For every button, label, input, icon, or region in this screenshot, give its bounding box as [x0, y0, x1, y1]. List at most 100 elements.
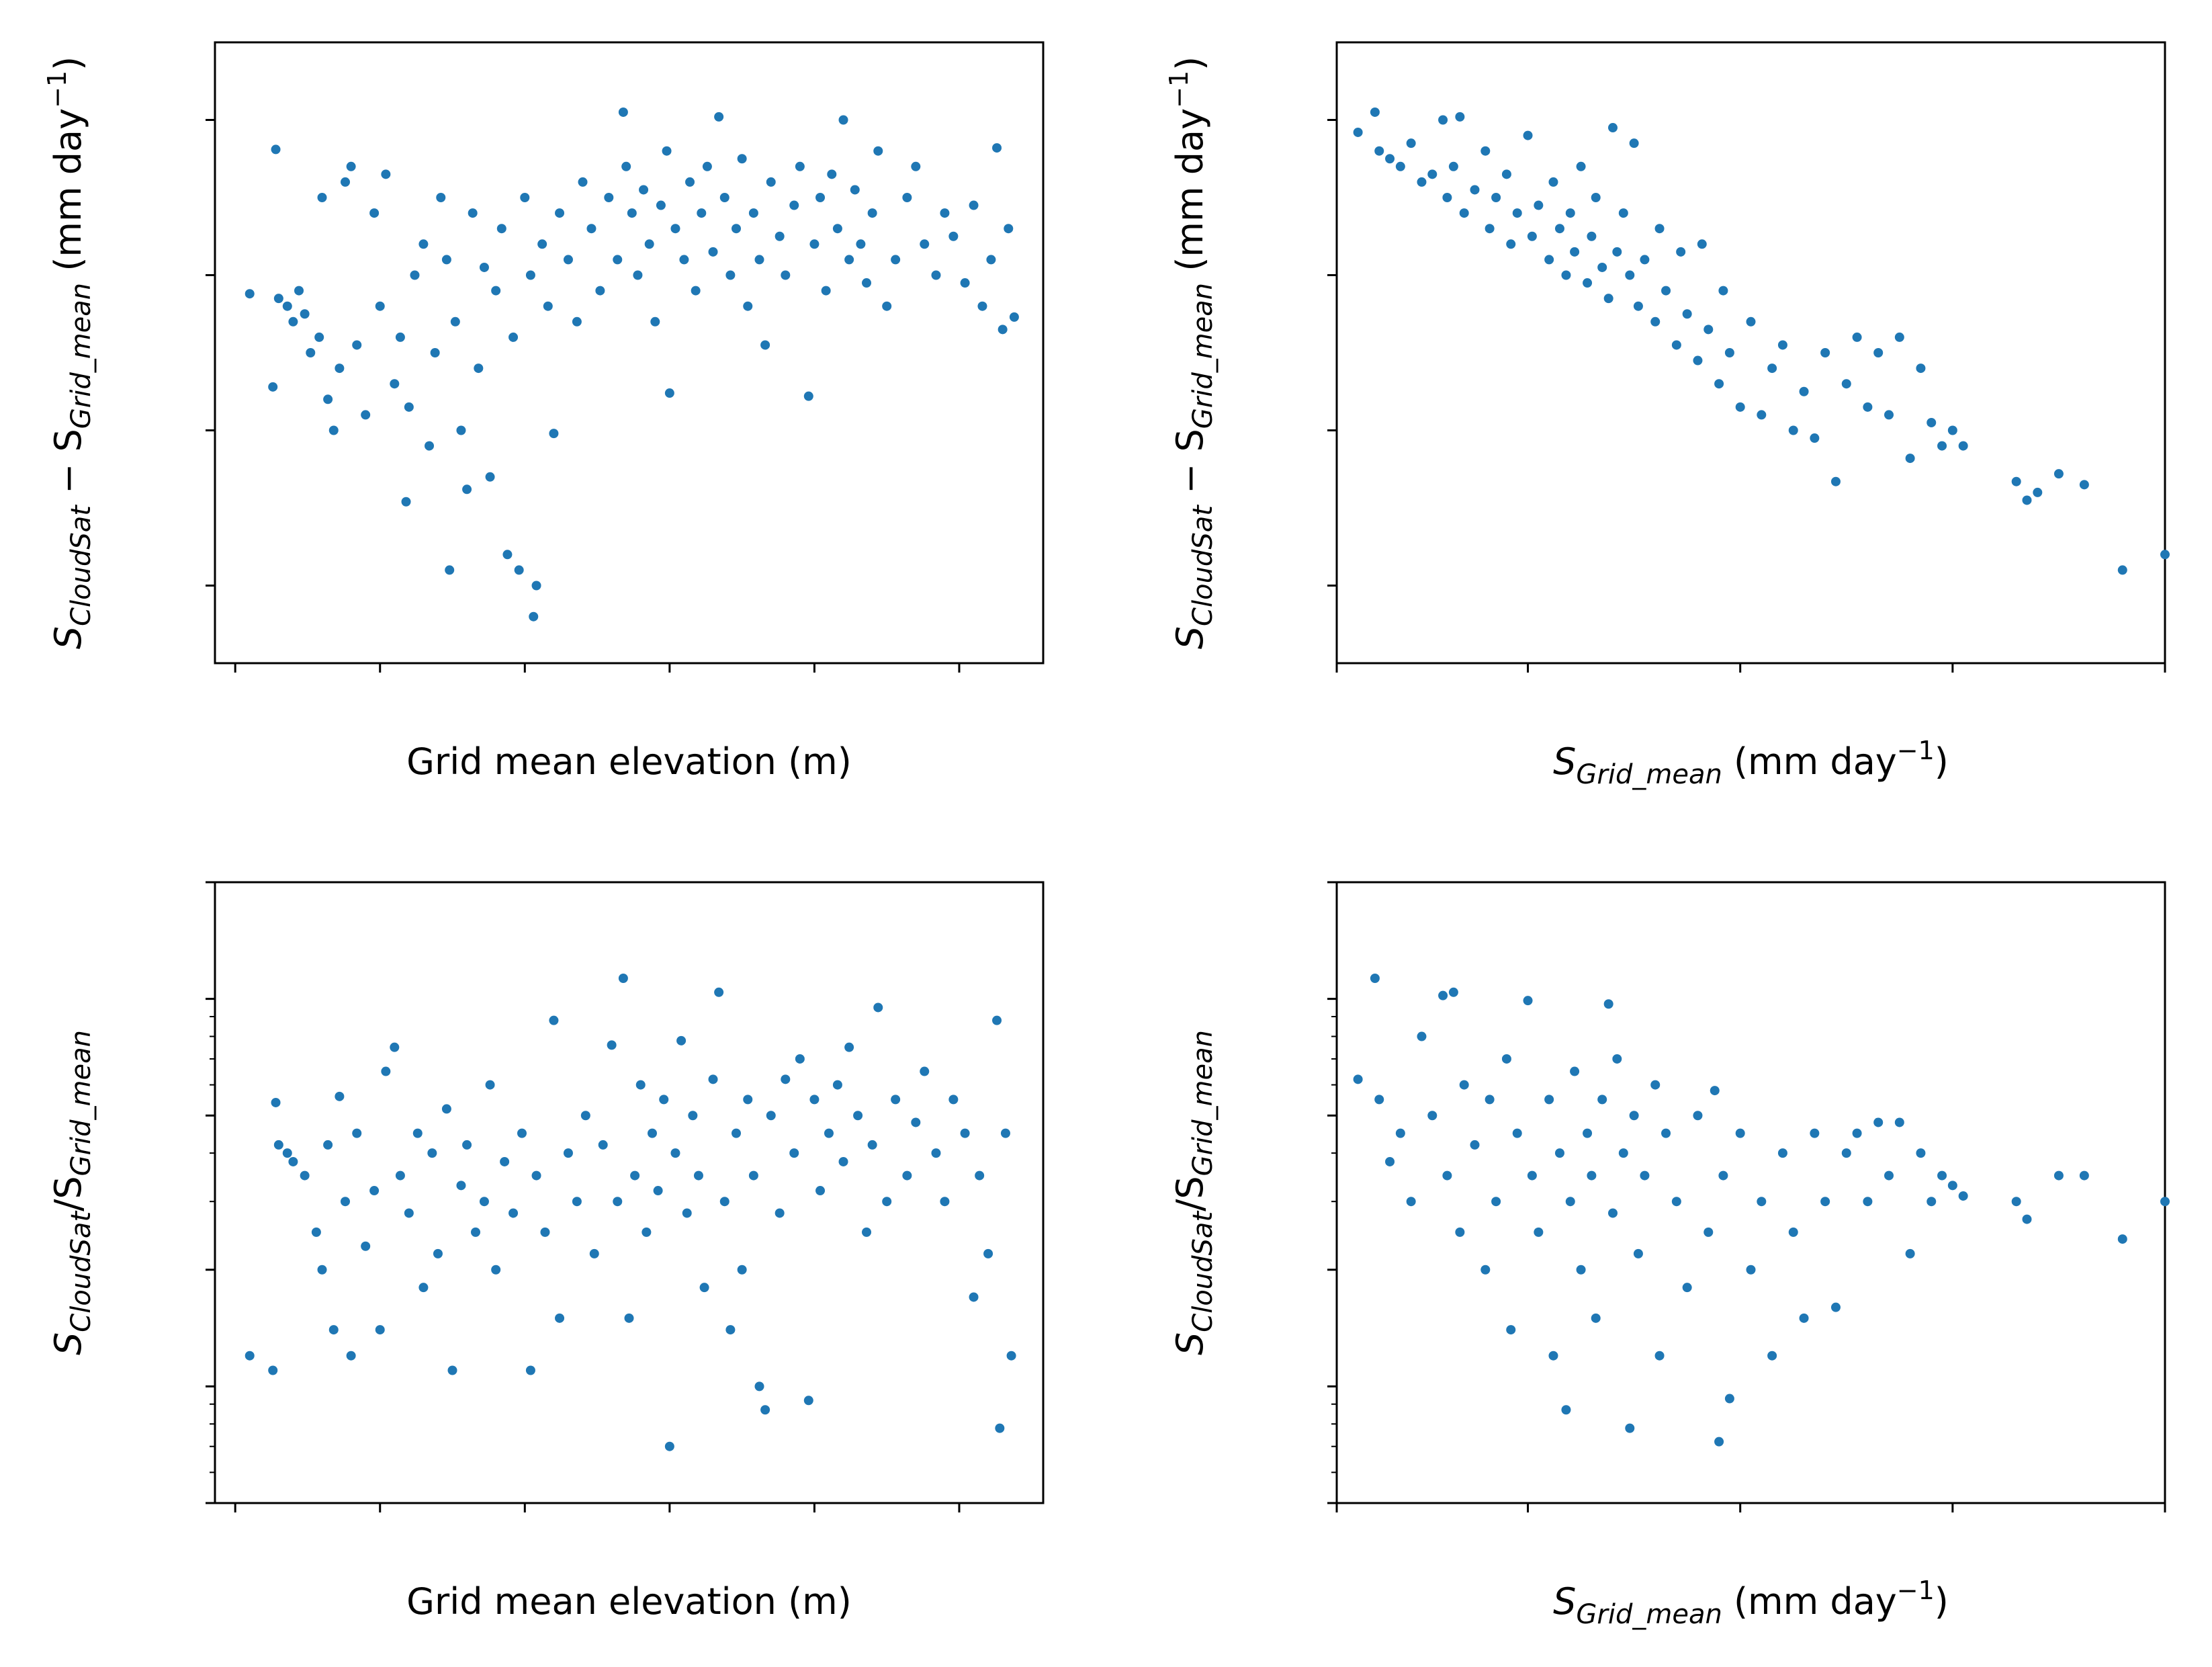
- data-point: [1591, 1313, 1601, 1323]
- data-point: [1937, 1170, 1947, 1181]
- data-point: [1512, 208, 1522, 218]
- data-point: [891, 1095, 901, 1105]
- data-point: [1395, 1128, 1405, 1138]
- data-point: [873, 1002, 883, 1013]
- data-point: [1916, 1148, 1926, 1158]
- data-point: [1006, 1351, 1016, 1361]
- data-point: [1427, 1111, 1437, 1121]
- data-point: [719, 193, 729, 202]
- data-point: [998, 325, 1008, 335]
- data-point: [679, 255, 689, 265]
- data-point: [1506, 239, 1516, 249]
- data-point: [1718, 1170, 1728, 1181]
- data-point: [627, 208, 637, 218]
- data-point: [853, 1111, 863, 1121]
- data-point: [1448, 161, 1458, 171]
- data-point: [1548, 1351, 1558, 1361]
- data-point: [436, 193, 446, 202]
- data-point: [412, 1128, 423, 1138]
- data-point: [1693, 1111, 1703, 1121]
- data-point: [1633, 1248, 1643, 1258]
- data-point: [1905, 454, 1915, 464]
- data-point: [1654, 1351, 1665, 1361]
- data-point: [714, 987, 724, 997]
- data-point: [1671, 340, 1681, 350]
- data-point: [613, 1197, 623, 1207]
- data-point: [401, 497, 411, 507]
- data-point: [781, 270, 791, 280]
- chart-panel-4: SGrid_mean (mm day−1) SCloudSat/SGrid_mea…: [1169, 881, 2170, 1630]
- data-point: [462, 484, 472, 495]
- data-point: [346, 161, 356, 171]
- data-point: [1583, 278, 1593, 288]
- data-point: [1937, 441, 1947, 451]
- plot-frame: [214, 41, 1045, 665]
- data-point: [433, 1248, 443, 1258]
- data-point: [589, 1248, 599, 1258]
- data-point: [580, 1111, 590, 1121]
- data-point: [1374, 1095, 1384, 1105]
- y-axis-label: SCloudSat/SGrid_mean: [1169, 1030, 1219, 1355]
- data-point: [1506, 1325, 1516, 1335]
- data-point: [491, 286, 501, 296]
- data-point: [1618, 208, 1628, 218]
- data-point: [754, 1381, 764, 1392]
- x-axis-label: Grid mean elevation (m): [406, 740, 852, 783]
- data-point: [462, 1140, 472, 1150]
- data-point: [1746, 1265, 1756, 1275]
- data-point: [1491, 193, 1501, 202]
- data-point: [306, 348, 316, 357]
- data-point: [1587, 231, 1597, 241]
- data-point: [948, 231, 959, 241]
- data-point: [719, 1197, 729, 1207]
- data-point: [2022, 495, 2032, 505]
- data-point: [390, 379, 400, 389]
- data-point: [1947, 425, 1957, 435]
- data-point: [1603, 999, 1613, 1009]
- data-point: [317, 193, 327, 202]
- data-point: [969, 200, 979, 210]
- data-point: [549, 1015, 559, 1025]
- data-point: [529, 611, 539, 622]
- data-point: [2053, 469, 2064, 479]
- data-point: [1417, 177, 1427, 187]
- data-point: [1884, 1170, 1894, 1181]
- data-point: [1905, 1248, 1915, 1258]
- data-point: [1820, 348, 1830, 357]
- data-point: [425, 441, 435, 451]
- data-point: [361, 410, 371, 420]
- data-point: [986, 255, 996, 265]
- data-point: [1618, 1148, 1628, 1158]
- data-point: [760, 1405, 770, 1415]
- data-point: [1491, 1197, 1501, 1207]
- data-point: [500, 1156, 510, 1166]
- data-point: [1597, 1095, 1607, 1105]
- chart-panel-2: SGrid_mean (mm day−1) SCloudSat − SGrid_m…: [1164, 41, 2170, 790]
- data-point: [514, 565, 524, 575]
- plot-frame: [214, 881, 1045, 1504]
- data-point: [697, 208, 707, 218]
- data-point: [245, 289, 255, 299]
- plot-frame: [1335, 41, 2166, 665]
- data-point: [1565, 208, 1575, 218]
- data-point: [2079, 1170, 2089, 1181]
- data-point: [282, 301, 292, 311]
- data-point: [1810, 433, 1820, 443]
- data-point: [1863, 402, 1873, 412]
- data-point: [644, 239, 654, 249]
- data-point: [555, 208, 565, 218]
- data-point: [995, 1423, 1005, 1433]
- data-point: [328, 1325, 339, 1335]
- data-point: [1757, 1197, 1767, 1207]
- data-point: [346, 1351, 356, 1361]
- data-point: [737, 1265, 747, 1275]
- data-point: [1527, 1170, 1537, 1181]
- data-point: [1587, 1170, 1597, 1181]
- data-point: [737, 154, 747, 164]
- data-point: [754, 255, 764, 265]
- data-point: [775, 231, 785, 241]
- data-point: [427, 1148, 437, 1158]
- data-point: [1406, 1197, 1416, 1207]
- data-point: [873, 146, 883, 156]
